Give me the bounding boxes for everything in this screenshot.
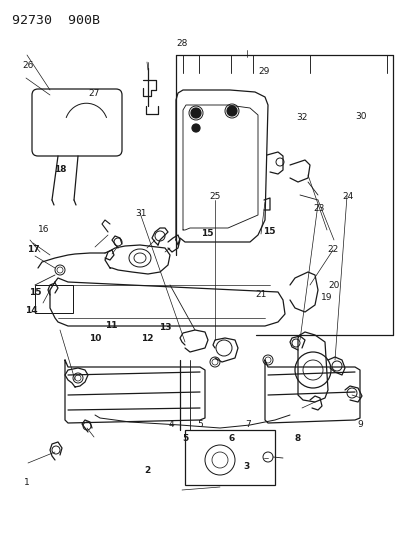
Text: 7: 7 [245,421,251,429]
Text: 5: 5 [197,421,202,429]
Text: 30: 30 [354,112,366,120]
Text: 18: 18 [54,165,66,174]
Text: 6: 6 [228,434,235,443]
Text: 28: 28 [176,39,188,48]
Text: 22: 22 [327,245,338,254]
Text: 5: 5 [182,434,188,443]
Circle shape [190,108,201,118]
Circle shape [192,124,199,132]
Circle shape [226,106,236,116]
Text: 27: 27 [88,89,100,98]
Text: 15: 15 [29,288,41,296]
Text: 11: 11 [105,321,118,329]
Text: 23: 23 [312,205,324,213]
Text: 31: 31 [135,209,146,217]
Text: 19: 19 [320,293,332,302]
Text: 17: 17 [27,245,39,254]
Bar [185,430,274,485]
Text: 21: 21 [254,290,266,298]
Text: 12: 12 [140,334,153,343]
Text: 10: 10 [89,334,101,343]
Text: 20: 20 [328,281,339,289]
Text: 15: 15 [200,229,213,238]
Text: 24: 24 [341,192,353,200]
Text: 9: 9 [356,421,362,429]
Bar [35,285,73,313]
Text: 92730  900B: 92730 900B [12,14,100,27]
Text: 15: 15 [262,228,275,236]
Text: 3: 3 [242,462,249,471]
Text: 8: 8 [294,434,301,443]
Text: 29: 29 [258,68,269,76]
Text: 13: 13 [159,324,171,332]
Text: 25: 25 [209,192,221,200]
Text: 4: 4 [169,421,174,429]
Text: 1: 1 [24,478,30,487]
Text: 14: 14 [25,306,37,314]
Text: 2: 2 [143,466,150,474]
Text: 32: 32 [296,113,307,122]
Text: 26: 26 [22,61,34,69]
Text: 16: 16 [38,225,49,233]
